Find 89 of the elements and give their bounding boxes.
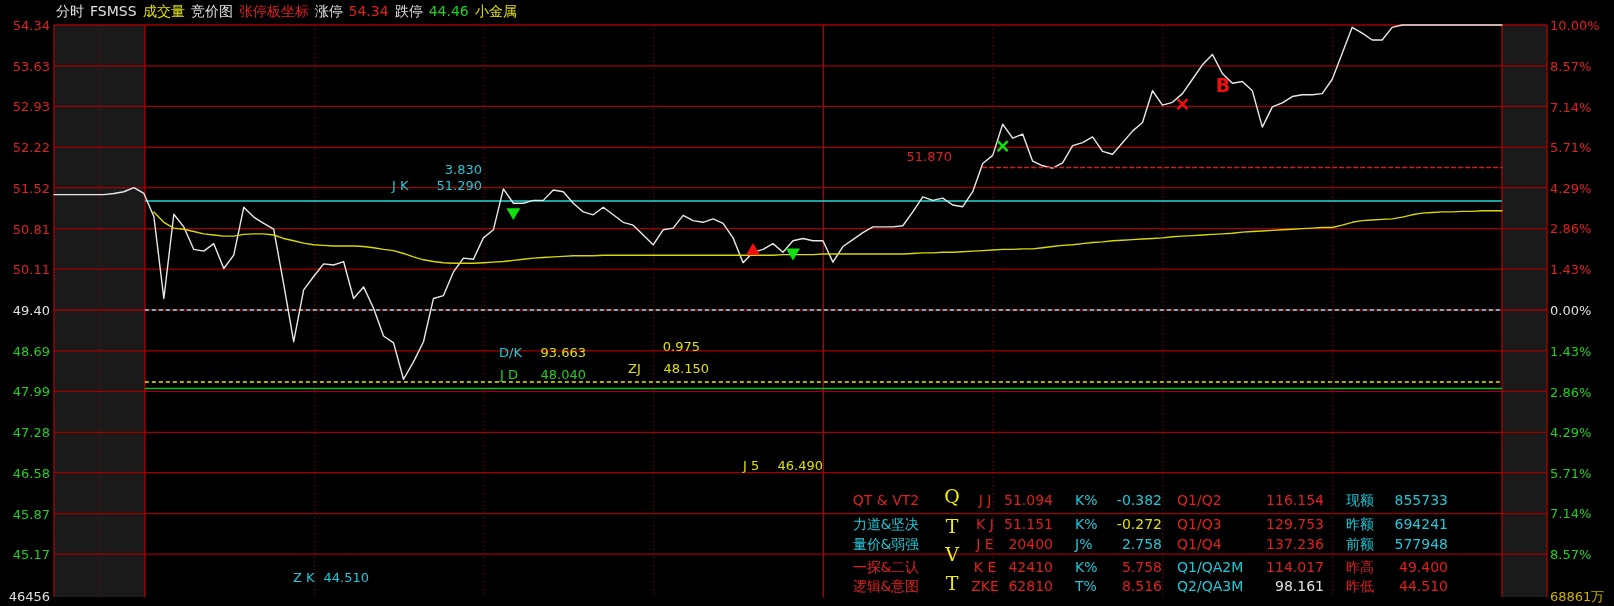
- annotation: 129.753: [1266, 516, 1324, 532]
- annotation: -0.272: [1116, 516, 1162, 532]
- chart-title: 分时 FSMSS 成交量 竞价图 张停板坐标 涨停 54.34 跌停 44.46 小金属: [56, 3, 517, 19]
- annotation: 98.161: [1275, 578, 1324, 594]
- y-tick-label: 52.93: [12, 99, 50, 115]
- y2-tick-label: 4.29%: [1550, 180, 1592, 196]
- y2-tick-label: 5.71%: [1550, 140, 1592, 156]
- annotation: 51.151: [1004, 516, 1053, 532]
- annotation: 量价&弱强: [852, 536, 920, 552]
- y-tick-label: 52.22: [12, 140, 50, 156]
- y-tick-label: 45.87: [12, 506, 50, 522]
- y2-tick-label: 10.00%: [1550, 18, 1600, 33]
- annotation: 855733: [1394, 492, 1448, 508]
- annotation: V: [944, 543, 960, 565]
- annotation: K E: [973, 559, 997, 575]
- annotation: 8.516: [1121, 578, 1163, 594]
- y-tick-label: 47.99: [12, 384, 50, 400]
- annotation: 62810: [1008, 578, 1053, 594]
- annotation: Q: [944, 485, 960, 507]
- y2-tick-label: 2.86%: [1550, 221, 1592, 237]
- annotation: 577948: [1394, 536, 1448, 552]
- annotation: J E: [975, 536, 994, 552]
- annotation: K J: [976, 516, 994, 532]
- y2-tick-label: 7.14%: [1550, 99, 1592, 115]
- annotation: T: [945, 572, 959, 594]
- annotation: 137.236: [1266, 536, 1325, 552]
- annotation: Q1/Q4: [1177, 536, 1222, 552]
- annotation: T%: [1074, 578, 1097, 594]
- annotation: Q1/QA2M: [1177, 559, 1244, 575]
- annotation: B: [1215, 74, 1231, 96]
- y-tick-label: 48.69: [12, 343, 50, 359]
- annotation: 20400: [1008, 536, 1053, 552]
- annotation: 44.510: [1399, 578, 1448, 594]
- y2-tick-label: 1.43%: [1550, 262, 1592, 278]
- y2-tick-label: 5.71%: [1550, 465, 1592, 481]
- y-tick-label: 46.58: [12, 465, 50, 481]
- y2-tick-label: 1.43%: [1550, 343, 1592, 359]
- annotation: 现额: [1346, 492, 1374, 508]
- annotation: 一探&二认: [852, 559, 920, 575]
- annotation: 3.830: [444, 162, 482, 177]
- text: D/K 93.663: [499, 345, 586, 360]
- annotation: Z K 44.510: [293, 570, 369, 585]
- annotation: K%: [1075, 559, 1098, 575]
- annotation: J%: [1074, 536, 1093, 552]
- annotation: J J: [977, 492, 992, 508]
- annotation: 46456: [8, 589, 50, 604]
- y2-tick-label: 4.29%: [1550, 425, 1592, 441]
- ref-label: ZJ 48.150: [628, 361, 709, 376]
- y-tick-label: 50.81: [12, 221, 50, 237]
- annotation: 51.870: [906, 149, 952, 164]
- annotation: T: [945, 515, 959, 537]
- annotation: 694241: [1394, 516, 1448, 532]
- annotation: 51.094: [1004, 492, 1054, 508]
- y-tick-label: 47.28: [12, 425, 50, 441]
- annotation: K%: [1075, 492, 1098, 508]
- annotation: 49.400: [1399, 559, 1448, 575]
- annotation: Q1/Q2: [1177, 492, 1222, 508]
- y-tick-label: 51.52: [12, 180, 50, 196]
- annotation: 42410: [1008, 559, 1053, 575]
- annotation: Q1/Q3: [1177, 516, 1222, 532]
- annotation: 116.154: [1266, 492, 1325, 508]
- y-tick-label: 53.63: [12, 58, 50, 74]
- y2-tick-label: 2.86%: [1550, 384, 1592, 400]
- ref-label: J D 48.040: [500, 367, 586, 382]
- annotation: -0.382: [1116, 492, 1162, 508]
- annotation: 力道&坚决: [852, 516, 920, 532]
- y2-tick-label: 7.14%: [1550, 506, 1592, 522]
- annotation: 昨低: [1346, 578, 1374, 594]
- text: 68861万: [1550, 589, 1605, 604]
- text: J 5 46.490: [743, 458, 823, 473]
- annotation: ZKE: [971, 578, 999, 594]
- y-tick-label: 54.34: [12, 18, 50, 33]
- annotation: QT & VT2: [852, 492, 920, 508]
- y-tick-label: 49.40: [12, 303, 50, 318]
- annotation: 逻辑&意图: [852, 578, 920, 594]
- y-tick-label: 45.17: [12, 547, 50, 563]
- annotation: 0.975: [662, 339, 700, 354]
- annotation: 前额: [1346, 536, 1374, 552]
- y2-tick-label: 0.00%: [1550, 303, 1592, 318]
- y-tick-label: 50.11: [12, 262, 50, 278]
- annotation: 114.017: [1266, 559, 1324, 575]
- annotation: 昨高: [1346, 559, 1374, 575]
- annotation: Q2/QA3M: [1177, 578, 1244, 594]
- y2-tick-label: 8.57%: [1550, 58, 1592, 74]
- y2-tick-label: 8.57%: [1550, 547, 1592, 563]
- annotation: K%: [1075, 516, 1098, 532]
- annotation: 5.758: [1121, 559, 1162, 575]
- annotation: 昨额: [1346, 516, 1374, 532]
- annotation: 2.758: [1121, 536, 1162, 552]
